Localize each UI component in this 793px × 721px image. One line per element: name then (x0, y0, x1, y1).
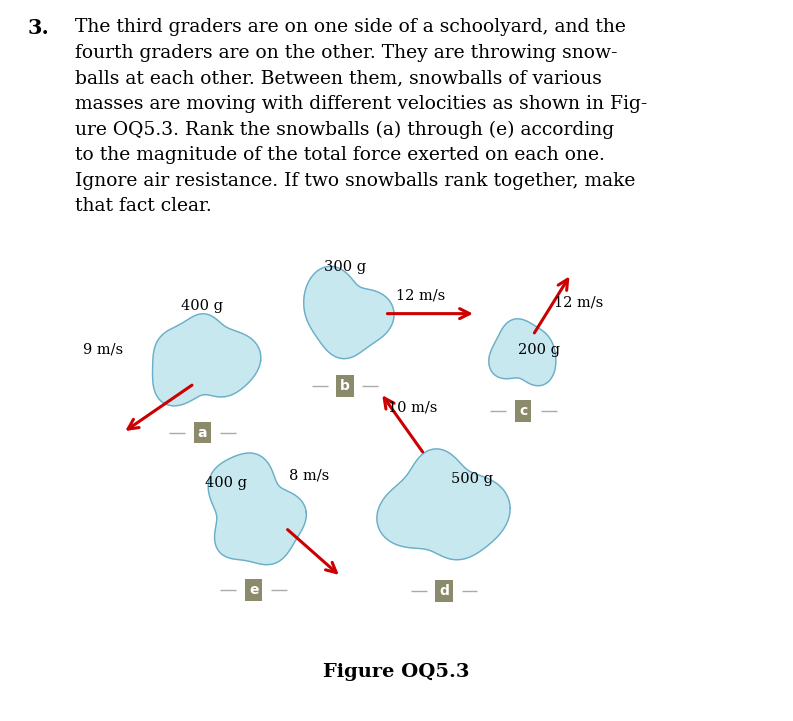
Polygon shape (377, 449, 510, 559)
Text: Ignore air resistance. If two snowballs rank together, make: Ignore air resistance. If two snowballs … (75, 172, 636, 190)
Polygon shape (488, 319, 556, 386)
Text: that fact clear.: that fact clear. (75, 197, 212, 215)
Text: 3.: 3. (28, 18, 50, 38)
Text: a: a (197, 425, 207, 440)
Text: 8 m/s: 8 m/s (289, 469, 329, 483)
Text: Figure OQ5.3: Figure OQ5.3 (324, 663, 469, 681)
Text: The third graders are on one side of a schoolyard, and the: The third graders are on one side of a s… (75, 18, 626, 36)
Text: 12 m/s: 12 m/s (554, 296, 603, 310)
Text: d: d (439, 584, 449, 598)
Text: masses are moving with different velocities as shown in Fig-: masses are moving with different velocit… (75, 94, 648, 112)
Text: 9 m/s: 9 m/s (83, 342, 123, 357)
Text: 12 m/s: 12 m/s (396, 288, 445, 303)
Text: 400 g: 400 g (205, 476, 247, 490)
Text: 200 g: 200 g (519, 342, 560, 357)
Text: fourth graders are on the other. They are throwing snow-: fourth graders are on the other. They ar… (75, 43, 618, 61)
Text: 400 g: 400 g (182, 299, 223, 314)
Text: c: c (519, 404, 527, 418)
Polygon shape (152, 314, 261, 406)
Text: e: e (249, 583, 259, 597)
Text: balls at each other. Between them, snowballs of various: balls at each other. Between them, snowb… (75, 69, 602, 87)
Polygon shape (209, 453, 306, 565)
Text: b: b (340, 379, 350, 393)
Text: 500 g: 500 g (451, 472, 492, 487)
Text: ure OQ5.3. Rank the snowballs (a) through (e) according: ure OQ5.3. Rank the snowballs (a) throug… (75, 120, 615, 138)
Text: to the magnitude of the total force exerted on each one.: to the magnitude of the total force exer… (75, 146, 605, 164)
Text: 10 m/s: 10 m/s (388, 400, 437, 415)
Text: 300 g: 300 g (324, 260, 366, 274)
Polygon shape (304, 266, 394, 358)
